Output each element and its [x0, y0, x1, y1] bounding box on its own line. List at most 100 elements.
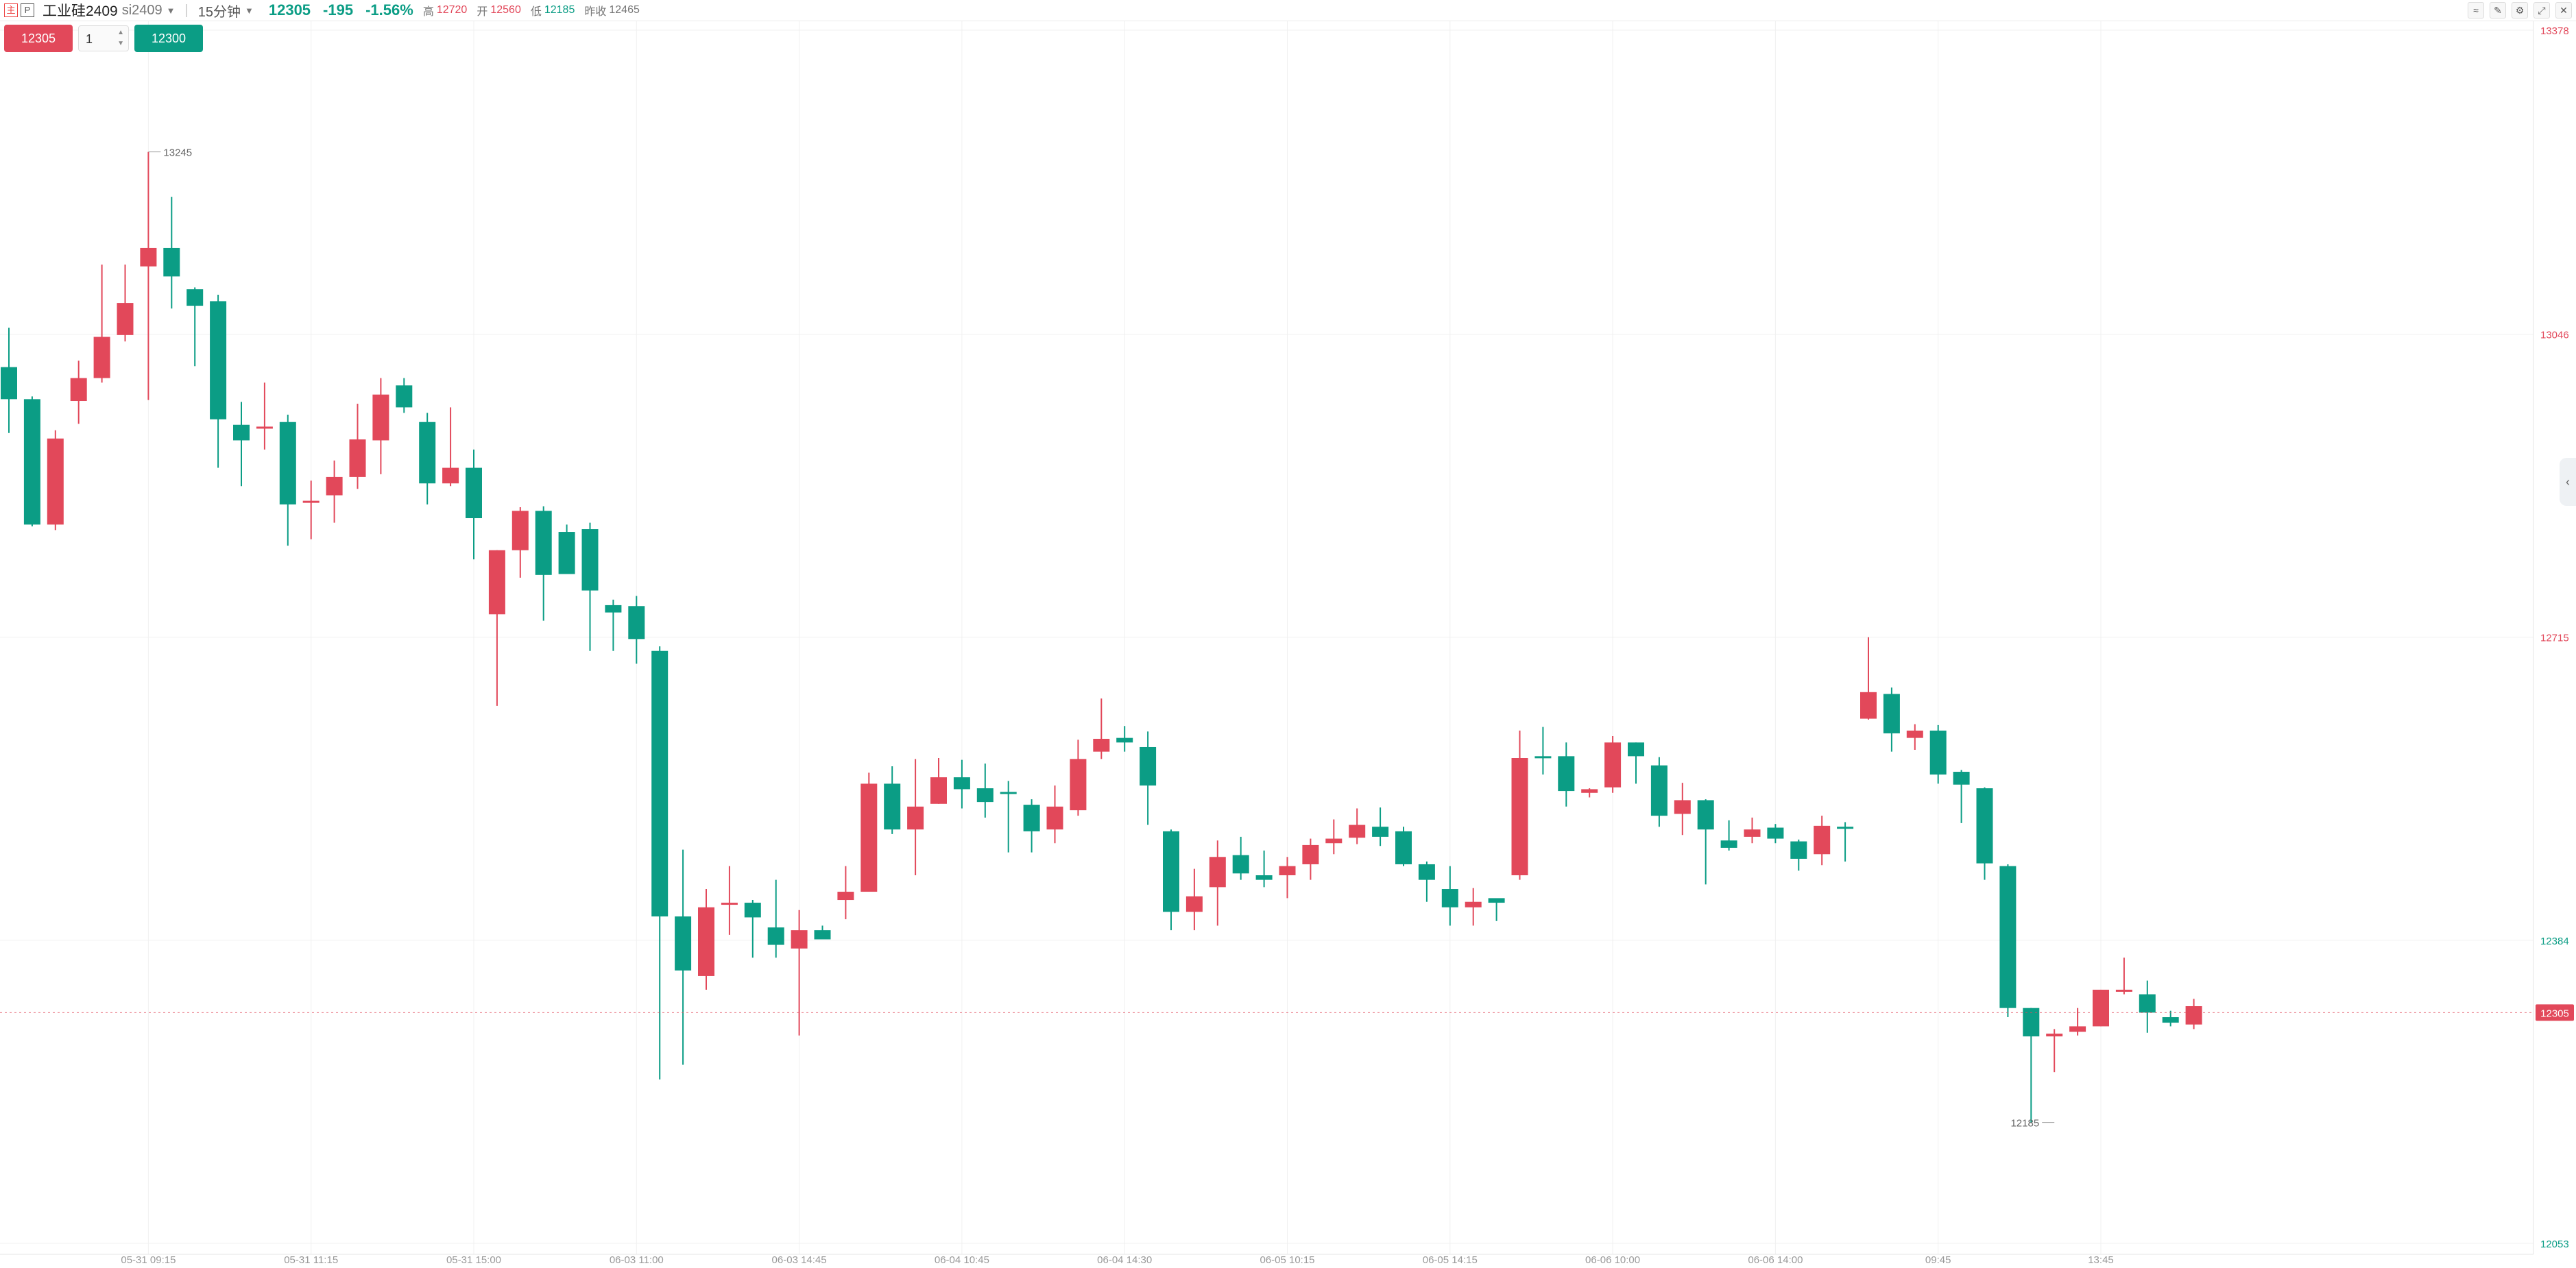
- instrument-name[interactable]: 工业硅2409: [43, 3, 118, 19]
- candle: [396, 378, 413, 413]
- candle: [1279, 857, 1296, 899]
- candle: [1860, 637, 1877, 720]
- candle: [1488, 898, 1505, 921]
- candle-body: [1070, 759, 1087, 811]
- candle: [1790, 839, 1807, 871]
- candle: [930, 758, 947, 804]
- quantity-value[interactable]: 1: [86, 32, 93, 46]
- candle: [581, 522, 599, 651]
- candle-body: [1279, 866, 1296, 875]
- candle: [1116, 726, 1133, 752]
- candle-body: [2069, 1026, 2086, 1032]
- y-tick-label: 12715: [2540, 633, 2569, 644]
- candle-body: [837, 892, 854, 901]
- candle-body: [1558, 756, 1575, 792]
- candle: [767, 879, 784, 958]
- candle-body: [1511, 758, 1528, 875]
- x-tick-label: 13:45: [2088, 1254, 2114, 1266]
- sell-button[interactable]: 12305: [4, 25, 73, 52]
- candle: [953, 759, 970, 809]
- candle: [1906, 724, 1923, 750]
- close-icon[interactable]: ✕: [2555, 2, 2572, 19]
- candle: [814, 925, 831, 940]
- candle-body: [1046, 806, 1063, 830]
- candle-body: [651, 650, 669, 917]
- candle-body: [1488, 898, 1505, 903]
- period-select[interactable]: 15分钟: [197, 4, 241, 20]
- candle: [466, 449, 482, 560]
- candle: [511, 507, 529, 578]
- candle-body: [70, 378, 87, 402]
- buy-button[interactable]: 12300: [134, 25, 203, 52]
- current-price-label: 12305: [2540, 1008, 2569, 1019]
- candle-body: [581, 529, 599, 591]
- candle: [837, 866, 854, 920]
- candle: [1581, 788, 1598, 798]
- x-tick-label: 06-04 10:45: [935, 1254, 989, 1266]
- expand-icon[interactable]: ⤢: [2533, 2, 2550, 19]
- candle: [1349, 808, 1366, 844]
- divider: |: [184, 2, 189, 18]
- candle-body: [814, 930, 831, 940]
- x-tick-label: 06-05 10:15: [1260, 1254, 1314, 1266]
- candle: [488, 550, 505, 706]
- candle-body: [2162, 1017, 2179, 1023]
- candle: [605, 599, 622, 651]
- candle-body: [1534, 756, 1552, 759]
- candle: [1534, 727, 1552, 775]
- candle-body: [1767, 827, 1784, 839]
- candle: [1302, 838, 1319, 880]
- side-panel-toggle[interactable]: ‹: [2560, 458, 2576, 506]
- candle: [1185, 868, 1203, 931]
- stepper-arrows-icon[interactable]: ▲ ▼: [117, 29, 124, 47]
- candle: [1395, 827, 1412, 866]
- candle-body: [233, 424, 250, 441]
- x-tick-label: 06-06 14:00: [1748, 1254, 1803, 1266]
- candle: [907, 759, 924, 875]
- chevron-down-icon[interactable]: ▼: [244, 5, 254, 16]
- candle-body: [1349, 825, 1366, 838]
- candle: [256, 382, 273, 450]
- candle: [2046, 1029, 2063, 1073]
- candle-body: [930, 777, 947, 804]
- candle-body: [976, 788, 994, 803]
- candle: [23, 396, 40, 527]
- candle-body: [1372, 827, 1389, 837]
- candle-body: [1697, 800, 1714, 830]
- candle-body: [907, 806, 924, 830]
- candle-body: [953, 777, 970, 790]
- candle: [1999, 864, 2017, 1018]
- candle-body: [163, 247, 180, 277]
- candle: [791, 910, 808, 1036]
- candle-body: [279, 422, 296, 504]
- candle-body: [1140, 746, 1157, 786]
- candle: [2139, 980, 2156, 1033]
- candle: [2023, 1008, 2040, 1123]
- last-price: 12305: [268, 1, 311, 19]
- candle: [535, 506, 552, 621]
- instrument-code[interactable]: si2409: [121, 2, 162, 18]
- settings-icon[interactable]: ⚙: [2512, 2, 2528, 19]
- candle: [884, 766, 901, 834]
- candle-body: [1929, 730, 1947, 775]
- x-tick-label: 05-31 11:15: [284, 1254, 338, 1266]
- candle: [1837, 822, 1854, 862]
- draw-icon[interactable]: ✎: [2490, 2, 2506, 19]
- candle: [140, 151, 157, 400]
- candle: [1604, 735, 1622, 793]
- chart-grid: [0, 21, 2533, 1254]
- candle: [279, 415, 296, 546]
- candle: [698, 889, 714, 990]
- candle: [1140, 731, 1157, 825]
- chevron-down-icon[interactable]: ▼: [166, 5, 176, 16]
- open-label: 开: [477, 6, 488, 18]
- candle: [2115, 958, 2132, 995]
- candle: [1465, 888, 1482, 926]
- candle-body: [1906, 730, 1923, 738]
- candle: [744, 900, 761, 958]
- candle-body: [1255, 875, 1273, 880]
- indicator-icon[interactable]: ≈: [2468, 2, 2484, 19]
- candle-body: [1999, 866, 2017, 1008]
- quantity-stepper[interactable]: 1 ▲ ▼: [78, 25, 129, 51]
